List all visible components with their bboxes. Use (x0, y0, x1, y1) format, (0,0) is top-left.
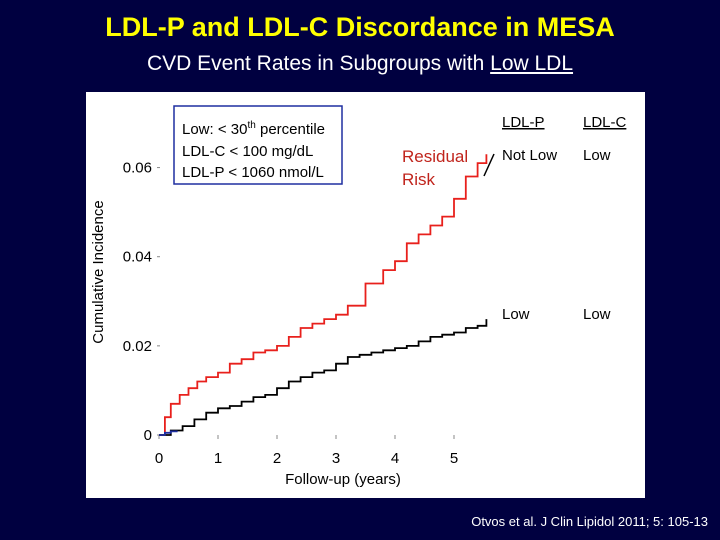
x-tick-label: 0 (155, 450, 163, 467)
table-row2-ldlp: Low (502, 306, 530, 323)
x-tick-label: 4 (391, 450, 399, 467)
annotation-residual: Residual (402, 147, 468, 166)
annotation-risk: Risk (402, 170, 436, 189)
table-header-ldlc: LDL-C (583, 114, 627, 131)
slide-subtitle: CVD Event Rates in Subgroups with Low LD… (0, 52, 720, 76)
x-tick-label: 1 (214, 450, 222, 467)
y-tick-label: 0.04 (123, 249, 152, 266)
cumulative-incidence-chart: Low: < 30th percentile LDL-C < 100 mg/dL… (90, 105, 627, 488)
series-line-3 (159, 430, 178, 436)
subtitle-prefix: CVD Event Rates in Subgroups with (146, 52, 491, 75)
legend-line-1: Low: < 30th percentile (182, 120, 325, 138)
series-line-1 (159, 154, 488, 436)
table-row1-ldlc: Low (583, 147, 611, 164)
x-tick-label: 3 (332, 450, 340, 467)
legend-line-2: LDL-C < 100 mg/dL (182, 143, 313, 160)
slide-title: LDL-P and LDL-C Discordance in MESA (105, 12, 615, 42)
x-tick-label: 2 (273, 450, 281, 467)
chart-panel: Low: < 30th percentile LDL-C < 100 mg/dL… (86, 92, 645, 498)
y-tick-label: 0 (144, 427, 152, 444)
annotation-connector (483, 153, 495, 177)
series-line-2 (159, 319, 488, 436)
table-header-ldlp: LDL-P (502, 114, 545, 131)
legend-line-3: LDL-P < 1060 nmol/L (182, 164, 324, 181)
x-tick-label: 5 (450, 450, 458, 467)
citation: Otvos et al. J Clin Lipidol 2011; 5: 105… (471, 514, 708, 529)
y-tick-label: 0.02 (123, 338, 152, 355)
y-tick-label: 0.06 (123, 160, 152, 177)
table-row2-ldlc: Low (583, 306, 611, 323)
y-axis-label: Cumulative Incidence (90, 200, 107, 343)
subtitle-underlined: Low LDL (490, 52, 574, 75)
legend-box (173, 105, 343, 185)
x-axis-label: Follow-up (years) (285, 471, 401, 488)
table-row1-ldlp: Not Low (502, 147, 557, 164)
